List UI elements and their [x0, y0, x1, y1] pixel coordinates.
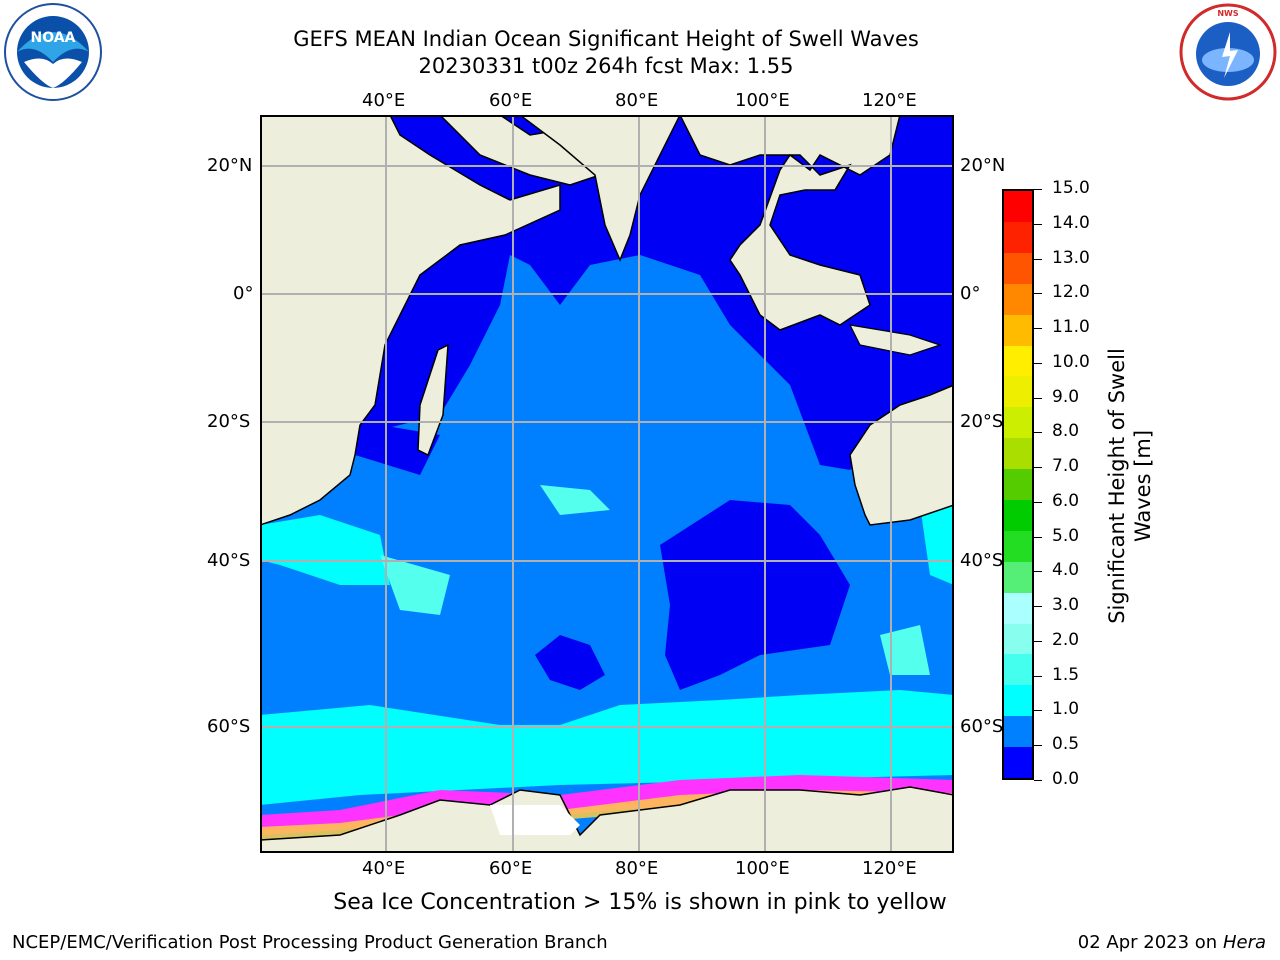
svg-text:NOAA: NOAA [31, 30, 76, 46]
colorbar-label: 13.0 [1052, 247, 1090, 268]
colorbar-label: 3.0 [1052, 595, 1080, 616]
colorbar-label: 12.0 [1052, 282, 1090, 303]
sea-ice-note: Sea Ice Concentration > 15% is shown in … [333, 890, 947, 915]
colorbar-label: 4.0 [1052, 560, 1080, 581]
colorbar-label: 9.0 [1052, 386, 1080, 407]
lat-tick-left: 60°S [207, 716, 251, 737]
colorbar-tick [1034, 258, 1042, 260]
colorbar-segment [1004, 623, 1032, 655]
noaa-logo: NOAA [2, 2, 104, 102]
colorbar-segment [1004, 654, 1032, 686]
colorbar-tick [1034, 432, 1042, 434]
lat-tick-right: 60°S [960, 716, 1004, 737]
land-southeast-asia [678, 114, 901, 331]
colorbar-tick [1034, 362, 1042, 364]
colorbar-label: 6.0 [1052, 490, 1080, 511]
colorbar [1002, 189, 1034, 780]
colorbar-segment [1004, 592, 1032, 624]
ocean-high-swell-west [260, 515, 390, 585]
colorbar-label: 2.0 [1052, 629, 1080, 650]
lon-tick-top: 120°E [862, 90, 917, 111]
footer-credit: NCEP/EMC/Verification Post Processing Pr… [12, 932, 608, 953]
colorbar-segment [1004, 376, 1032, 408]
colorbar-label: 8.0 [1052, 421, 1080, 442]
lon-tick-bottom: 80°E [615, 858, 659, 879]
lon-tick-top: 100°E [735, 90, 790, 111]
colorbar-label: 1.0 [1052, 699, 1080, 720]
colorbar-segment [1004, 685, 1032, 717]
lon-tick-top: 60°E [489, 90, 533, 111]
lon-tick-bottom: 100°E [735, 858, 790, 879]
colorbar-title: Significant Height of Swell Waves [m] [1105, 348, 1155, 624]
colorbar-tick [1034, 780, 1042, 781]
land-madagascar [417, 343, 449, 457]
colorbar-tick [1034, 328, 1042, 330]
colorbar-tick [1034, 640, 1042, 642]
colorbar-label: 15.0 [1052, 178, 1090, 198]
colorbar-segment [1004, 252, 1032, 284]
lon-tick-top: 40°E [362, 90, 406, 111]
map-frame [259, 114, 955, 854]
lat-tick-right: 20°S [960, 411, 1004, 432]
colorbar-label: 11.0 [1052, 317, 1090, 338]
lon-tick-bottom: 40°E [362, 858, 406, 879]
colorbar-tick [1034, 293, 1042, 295]
colorbar-tick [1034, 536, 1042, 538]
lat-tick-right: 0° [960, 283, 981, 304]
land-australia [849, 383, 955, 526]
colorbar-label: 1.5 [1052, 664, 1080, 685]
lat-tick-left: 20°N [207, 155, 253, 176]
colorbar-segment [1004, 747, 1032, 778]
colorbar-label: 7.0 [1052, 456, 1080, 477]
colorbar-tick [1034, 745, 1042, 747]
ocean-low-swell-south [660, 500, 850, 690]
colorbar-tick [1034, 467, 1042, 469]
colorbar-label: 10.0 [1052, 351, 1090, 372]
colorbar-segment [1004, 716, 1032, 748]
colorbar-segment [1004, 469, 1032, 500]
colorbar-tick [1034, 223, 1042, 225]
colorbar-tick [1034, 675, 1042, 677]
colorbar-segment [1004, 499, 1032, 531]
colorbar-segment [1004, 561, 1032, 593]
map-svg [259, 114, 955, 854]
colorbar-label: 14.0 [1052, 212, 1090, 233]
chart-subtitle: 20230331 t00z 264h fcst Max: 1.55 [418, 54, 794, 78]
colorbar-segment [1004, 314, 1032, 346]
colorbar-label: 5.0 [1052, 525, 1080, 546]
colorbar-segment [1004, 345, 1032, 377]
colorbar-tick [1034, 397, 1042, 399]
lat-tick-left: 40°S [207, 550, 251, 571]
lat-tick-left: 0° [233, 283, 254, 304]
lat-tick-left: 20°S [207, 411, 251, 432]
colorbar-segment [1004, 530, 1032, 562]
lon-tick-top: 80°E [615, 90, 659, 111]
lat-tick-right: 40°S [960, 550, 1004, 571]
map-border [260, 115, 954, 853]
lon-tick-bottom: 60°E [489, 858, 533, 879]
colorbar-segment [1004, 407, 1032, 439]
colorbar-segment [1004, 191, 1032, 222]
lon-tick-bottom: 120°E [862, 858, 917, 879]
svg-text:NWS: NWS [1217, 9, 1239, 18]
chart-title: GEFS MEAN Indian Ocean Significant Heigh… [293, 27, 919, 51]
nws-logo: NWS [1178, 2, 1278, 102]
colorbar-tick [1034, 571, 1042, 573]
colorbar-tick [1034, 189, 1042, 190]
colorbar-tick [1034, 710, 1042, 712]
lat-tick-right: 20°N [960, 155, 1006, 176]
colorbar-segment [1004, 283, 1032, 315]
colorbar-segment [1004, 221, 1032, 253]
graticule [260, 115, 954, 853]
colorbar-tick [1034, 501, 1042, 503]
colorbar-label: 0.0 [1052, 769, 1080, 789]
colorbar-label: 0.5 [1052, 734, 1080, 755]
colorbar-tick [1034, 606, 1042, 608]
footer-date: 02 Apr 2023 on Hera [1077, 932, 1266, 953]
colorbar-segment [1004, 438, 1032, 470]
